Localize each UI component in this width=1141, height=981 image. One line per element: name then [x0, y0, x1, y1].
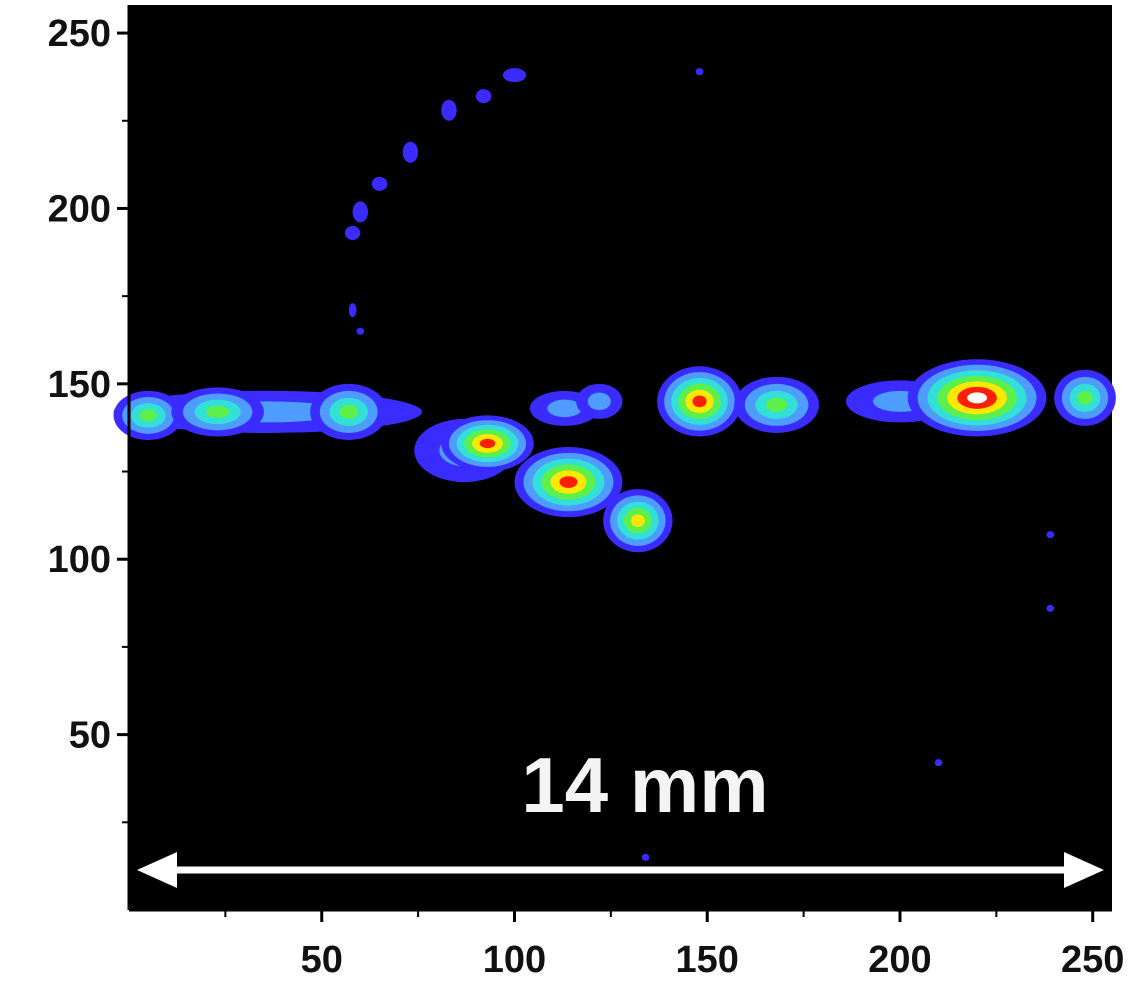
- intensity-contour: [402, 141, 419, 163]
- intensity-contour: [502, 68, 527, 83]
- intensity-contour: [371, 176, 388, 191]
- x-tick-label: 50: [301, 939, 343, 981]
- intensity-contour: [352, 201, 369, 223]
- intensity-contour: [559, 476, 578, 488]
- intensity-contour: [475, 89, 492, 104]
- intensity-contour: [1046, 531, 1055, 539]
- intensity-contour: [766, 397, 788, 412]
- x-tick-label: 100: [483, 939, 546, 981]
- y-tick-label: 100: [48, 539, 111, 581]
- intensity-contour: [356, 327, 365, 335]
- intensity-contour: [1046, 604, 1055, 612]
- y-tick-label: 50: [69, 715, 111, 757]
- y-tick-label: 250: [48, 13, 111, 55]
- intensity-contour: [934, 759, 943, 767]
- intensity-contour: [587, 392, 611, 411]
- intensity-contour: [967, 392, 987, 404]
- axes: 50 100 150 200 250 50 100 150 200 250: [48, 5, 1124, 981]
- arrow-head: [1064, 852, 1104, 888]
- x-tick-label: 200: [868, 939, 931, 981]
- x-tick-label: 250: [1061, 939, 1124, 981]
- scale-annotation: 14 mm: [521, 741, 768, 829]
- y-tick-label: 150: [48, 364, 111, 406]
- intensity-contour: [641, 853, 650, 861]
- intensity-contour: [695, 68, 704, 76]
- intensity-contour: [547, 399, 582, 418]
- intensity-contour: [344, 225, 361, 241]
- intensity-contour: [630, 514, 645, 527]
- y-tick-label: 200: [48, 188, 111, 230]
- intensity-contour: [692, 395, 707, 408]
- intensity-contour: [441, 99, 457, 121]
- intensity-contour: [479, 438, 496, 449]
- x-tick-label: 150: [676, 939, 739, 981]
- image-background: [129, 5, 1112, 910]
- intensity-contour: [339, 404, 359, 419]
- intensity-contour: [206, 405, 230, 419]
- intensity-contour: [139, 409, 157, 422]
- intensity-contour: [348, 303, 357, 318]
- arrow-head: [137, 852, 177, 888]
- plot-area: 14 mm: [113, 5, 1116, 910]
- intensity-contour: [1077, 390, 1093, 405]
